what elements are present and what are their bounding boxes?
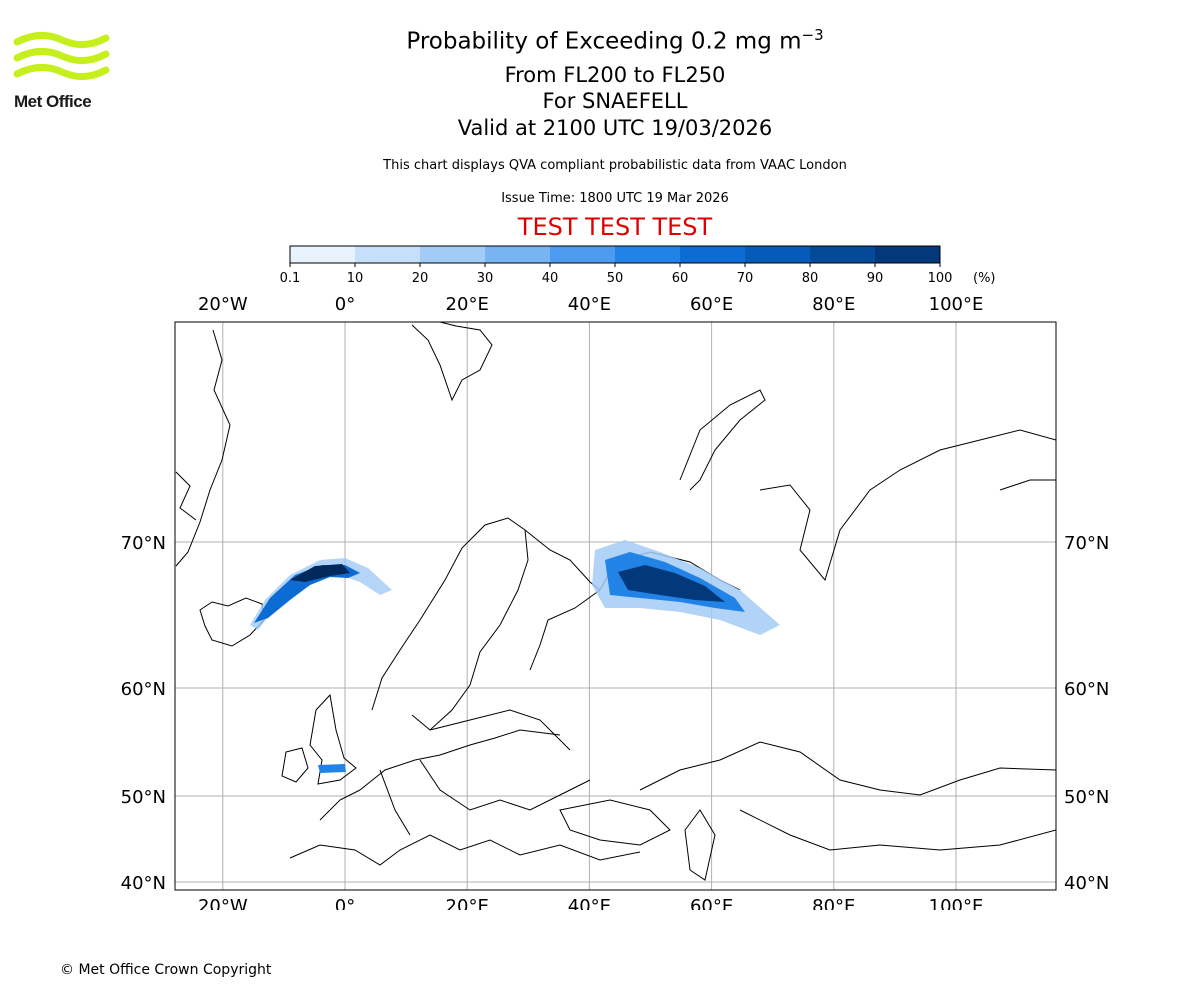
- colorbar: 0.1 10 20 30 40 50 60 70 80 90 100 (%): [280, 245, 996, 286]
- lat-label-left: 40°N: [121, 873, 166, 894]
- colorbar-tick-label: 80: [802, 271, 819, 286]
- lon-label-top: 60°E: [690, 294, 733, 315]
- lon-label-bottom: 20°W: [198, 896, 248, 910]
- colorbar-tick-label: 10: [347, 271, 364, 286]
- valid-time: Valid at 2100 UTC 19/03/2026: [457, 116, 773, 140]
- qva-note: This chart displays QVA compliant probab…: [383, 158, 847, 173]
- colorbar-unit: (%): [973, 271, 996, 286]
- lon-label-top: 20°W: [198, 294, 248, 315]
- lat-label-right: 60°N: [1064, 679, 1109, 700]
- ash-plumes: [250, 540, 780, 773]
- colorbar-tick-label: 40: [542, 271, 559, 286]
- lat-label-left: 60°N: [121, 679, 166, 700]
- lat-label-left: 50°N: [121, 787, 166, 808]
- map-figure: 20°W 20°W 0° 0° 20°E 20°E 40°E 40°E 60°E 60°E 80°E…: [121, 294, 1110, 910]
- colorbar-cell: [875, 246, 941, 263]
- issue-time: Issue Time: 1800 UTC 19 Mar 2026: [501, 191, 729, 206]
- lon-label-bottom: 60°E: [690, 896, 733, 910]
- colorbar-cell: [420, 246, 486, 263]
- colorbar-cell: [810, 246, 876, 263]
- lon-label-bottom: 20°E: [446, 896, 489, 910]
- colorbar-tick-label: 70: [737, 271, 754, 286]
- lat-label-right: 50°N: [1064, 787, 1109, 808]
- colorbar-cell: [745, 246, 811, 263]
- test-banner: TEST TEST TEST: [517, 213, 713, 241]
- lon-label-bottom: 40°E: [568, 896, 611, 910]
- lon-label-top: 0°: [335, 294, 355, 315]
- colorbar-cell: [355, 246, 421, 263]
- colorbar-cell: [680, 246, 746, 263]
- lon-label-bottom: 80°E: [812, 896, 855, 910]
- lon-label-top: 100°E: [929, 294, 984, 315]
- colorbar-cell: [485, 246, 551, 263]
- lat-label-right: 70°N: [1064, 533, 1109, 554]
- volcano-name: For SNAEFELL: [542, 89, 688, 113]
- copyright: © Met Office Crown Copyright: [60, 962, 272, 978]
- colorbar-cell: [615, 246, 681, 263]
- met-office-logo-icon: [13, 32, 110, 80]
- colorbar-tick-label: 100: [928, 271, 953, 286]
- colorbar-cell: [550, 246, 616, 263]
- colorbar-tick-label: 20: [412, 271, 429, 286]
- colorbar-tick-label: 60: [672, 271, 689, 286]
- lon-label-bottom: 100°E: [929, 896, 984, 910]
- colorbar-tick-label: 90: [867, 271, 884, 286]
- lat-label-right: 40°N: [1064, 873, 1109, 894]
- colorbar-tick-label: 30: [477, 271, 494, 286]
- lon-label-top: 20°E: [446, 294, 489, 315]
- lon-label-top: 80°E: [812, 294, 855, 315]
- met-office-logo-text: Met Office: [14, 92, 92, 111]
- colorbar-tick-label: 50: [607, 271, 624, 286]
- lat-label-left: 70°N: [121, 533, 166, 554]
- lon-label-top: 40°E: [568, 294, 611, 315]
- colorbar-cell: [290, 246, 356, 263]
- colorbar-tick-label: 0.1: [280, 271, 300, 286]
- chart-title: Probability of Exceeding 0.2 mg m−3: [406, 26, 824, 55]
- lon-label-bottom: 0°: [335, 896, 355, 910]
- flight-levels: From FL200 to FL250: [504, 63, 726, 87]
